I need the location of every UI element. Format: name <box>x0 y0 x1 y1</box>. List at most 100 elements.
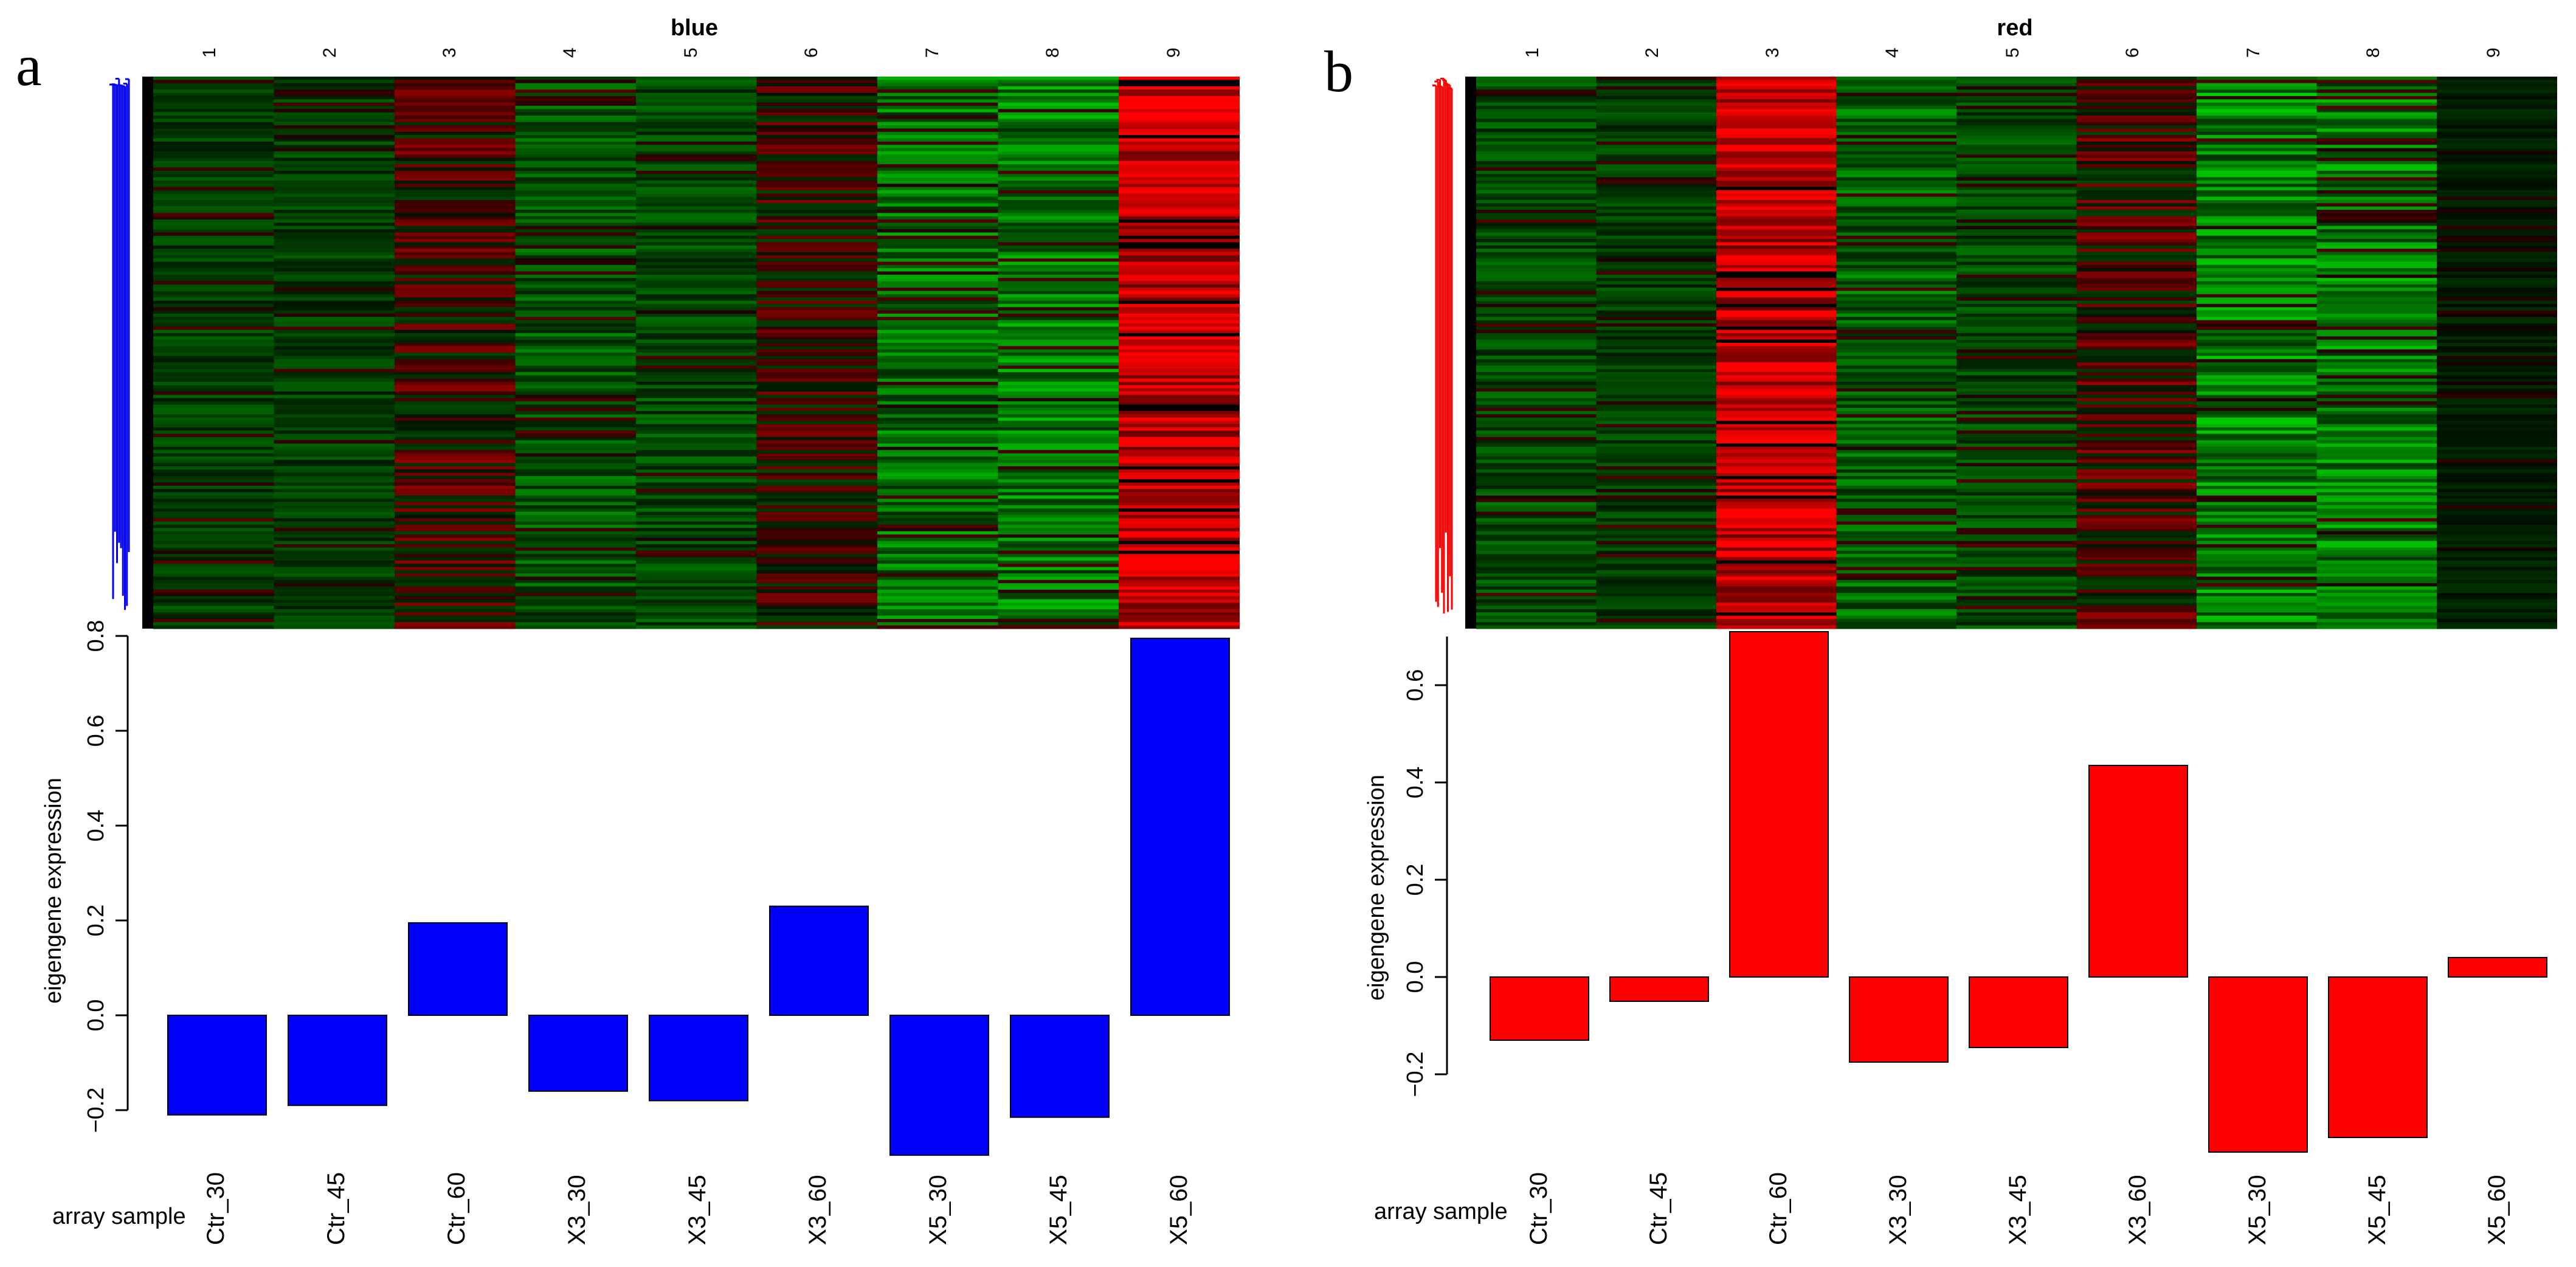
heatmap-cell-row <box>2197 430 2317 435</box>
heatmap-cell-row <box>1956 106 2077 110</box>
heatmap-cell-row <box>877 83 998 87</box>
heatmap-cell-row <box>1119 388 1240 392</box>
heatmap-cell-row <box>1836 469 1957 474</box>
heatmap-cell-row <box>1836 356 1957 360</box>
heatmap-cell-row <box>636 333 757 337</box>
heatmap-cell-row <box>756 209 878 213</box>
heatmap-cell-row <box>515 469 637 474</box>
bar-Ctr_45 <box>288 1015 387 1106</box>
heatmap-cell-row <box>153 521 274 525</box>
heatmap-cell-row <box>2076 346 2197 350</box>
heatmap-cell-row <box>153 505 274 509</box>
heatmap-cell-row <box>877 353 998 356</box>
heatmap-cell-row <box>636 284 757 288</box>
heatmap-cell-row <box>756 365 878 370</box>
panel-a-y-tick-label: −0.2 <box>83 1087 109 1133</box>
heatmap-cell-row <box>877 268 998 272</box>
heatmap-cell-row <box>1476 161 1597 165</box>
heatmap-cell-row <box>274 521 395 525</box>
heatmap-cell-row <box>1836 235 1957 240</box>
heatmap-cell-row <box>1716 618 1837 623</box>
heatmap-cell-row <box>1119 482 1240 486</box>
heatmap-cell-row <box>1716 622 1837 626</box>
heatmap-cell-row <box>515 300 637 305</box>
heatmap-cell-row <box>1119 326 1240 331</box>
heatmap-cell-row <box>1476 226 1597 230</box>
panel-b-y-tick-label: −0.2 <box>1403 1051 1428 1097</box>
heatmap-cell-row <box>1956 239 2077 243</box>
heatmap-cell-row <box>1716 261 1837 266</box>
heatmap-cell-row <box>1119 213 1240 217</box>
heatmap-cell-row <box>395 537 516 542</box>
heatmap-cell-row <box>153 219 274 223</box>
heatmap-cell-row <box>756 547 878 551</box>
heatmap-cell-row <box>998 96 1119 100</box>
heatmap-cell-row <box>515 378 637 382</box>
heatmap-cell-row <box>1119 495 1240 499</box>
heatmap-cell-row <box>395 570 516 574</box>
heatmap-cell-row <box>1716 180 1837 184</box>
heatmap-cell-row <box>2197 128 2317 133</box>
heatmap-cell-row <box>515 342 637 347</box>
heatmap-cell-row <box>2076 430 2197 435</box>
heatmap-cell-row <box>2437 466 2557 470</box>
heatmap-cell-row <box>1716 472 1837 477</box>
heatmap-cell-row <box>1596 131 1717 136</box>
heatmap-cell-row <box>636 135 757 139</box>
heatmap-cell-row <box>998 119 1119 123</box>
heatmap-cell-row <box>2316 203 2437 207</box>
heatmap-cell-row <box>2437 187 2557 191</box>
heatmap-cell-row <box>395 326 516 331</box>
heatmap-cell-row <box>2076 560 2197 564</box>
heatmap-cell-row <box>1716 323 1837 327</box>
heatmap-cell-row <box>1836 353 1957 356</box>
panel-a-x-tick-label: X3_60 <box>804 1175 831 1245</box>
heatmap-cell-row <box>153 297 274 302</box>
heatmap-cell-row <box>153 560 274 564</box>
heatmap-cell-row <box>274 411 395 415</box>
heatmap-cell-row <box>756 469 878 474</box>
heatmap-cell-row <box>2197 372 2317 376</box>
heatmap-cell-row <box>2197 297 2317 302</box>
heatmap-cell-row <box>1596 401 1717 406</box>
heatmap-cell-row <box>2197 424 2317 428</box>
heatmap-cell-row <box>636 618 757 623</box>
heatmap-cell-row <box>395 411 516 415</box>
heatmap-cell-row <box>2076 242 2197 246</box>
heatmap-cell-row <box>877 96 998 100</box>
heatmap-cell-row <box>1836 612 1957 616</box>
heatmap-cell-row <box>998 596 1119 600</box>
heatmap-cell-row <box>515 479 637 483</box>
heatmap-cell-row <box>274 271 395 275</box>
heatmap-cell-row <box>1476 460 1597 464</box>
heatmap-cell-row <box>2076 353 2197 356</box>
heatmap-cell-row <box>515 252 637 256</box>
heatmap-cell-row <box>1596 508 1717 513</box>
heatmap-cell-row <box>2437 586 2557 590</box>
heatmap-cell-row <box>756 443 878 447</box>
heatmap-cell-row <box>515 206 637 210</box>
heatmap-cell-row <box>1716 109 1837 113</box>
heatmap-cell-row <box>2076 300 2197 305</box>
heatmap-cell-row <box>1716 502 1837 506</box>
heatmap-cell-row <box>877 323 998 327</box>
heatmap-cell-row <box>1836 174 1957 178</box>
heatmap-cell-row <box>1476 264 1597 269</box>
heatmap-cell-row <box>2437 378 2557 382</box>
heatmap-cell-row <box>2076 128 2197 133</box>
heatmap-cell-row <box>1119 190 1240 194</box>
heatmap-cell-row <box>2197 145 2317 149</box>
heatmap-cell-row <box>153 342 274 347</box>
heatmap-cell-row <box>395 196 516 201</box>
heatmap-cell-row <box>1716 615 1837 620</box>
heatmap-cell-row <box>1716 151 1837 155</box>
heatmap-cell-row <box>756 294 878 298</box>
heatmap-cell-row <box>1476 167 1597 171</box>
heatmap-cell-row <box>1596 489 1717 493</box>
heatmap-cell-row <box>1596 112 1717 116</box>
heatmap-cell-row <box>756 235 878 240</box>
heatmap-cell-row <box>515 554 637 558</box>
heatmap-cell-row <box>395 392 516 396</box>
heatmap-cell-row <box>1956 421 2077 425</box>
heatmap-cell-row <box>756 479 878 483</box>
